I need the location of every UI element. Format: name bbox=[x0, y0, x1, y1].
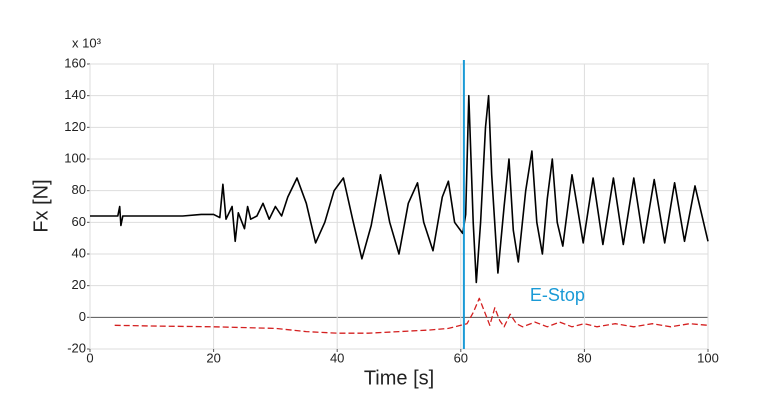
x-tick-label: 60 bbox=[454, 350, 468, 365]
y-tick-label: 140 bbox=[64, 87, 86, 102]
x-tick-label: 80 bbox=[577, 350, 591, 365]
x-tick-label: 0 bbox=[86, 350, 93, 365]
y-tick-label: 80 bbox=[72, 182, 86, 197]
y-tick-label: 60 bbox=[72, 214, 86, 229]
x-tick-label: 20 bbox=[206, 350, 220, 365]
e-stop-label: E-Stop bbox=[530, 285, 585, 305]
y-tick-label: 0 bbox=[79, 309, 86, 324]
y-tick-label: 100 bbox=[64, 150, 86, 165]
plot-area bbox=[89, 63, 709, 350]
y-tick-label: 120 bbox=[64, 119, 86, 134]
x-tick-label: 40 bbox=[330, 350, 344, 365]
x-axis-label: Time [s] bbox=[364, 367, 434, 389]
y-tick-label: 160 bbox=[64, 55, 86, 70]
y-multiplier: x 10³ bbox=[72, 35, 102, 50]
y-tick-label: 20 bbox=[72, 277, 86, 292]
data-line bbox=[90, 94, 709, 284]
data-line bbox=[114, 297, 709, 334]
x-tick-label: 100 bbox=[697, 350, 719, 365]
y-axis-label: Fx [N] bbox=[30, 179, 52, 232]
y-tick-label: 40 bbox=[72, 245, 86, 260]
y-tick-label: -20 bbox=[67, 340, 86, 355]
